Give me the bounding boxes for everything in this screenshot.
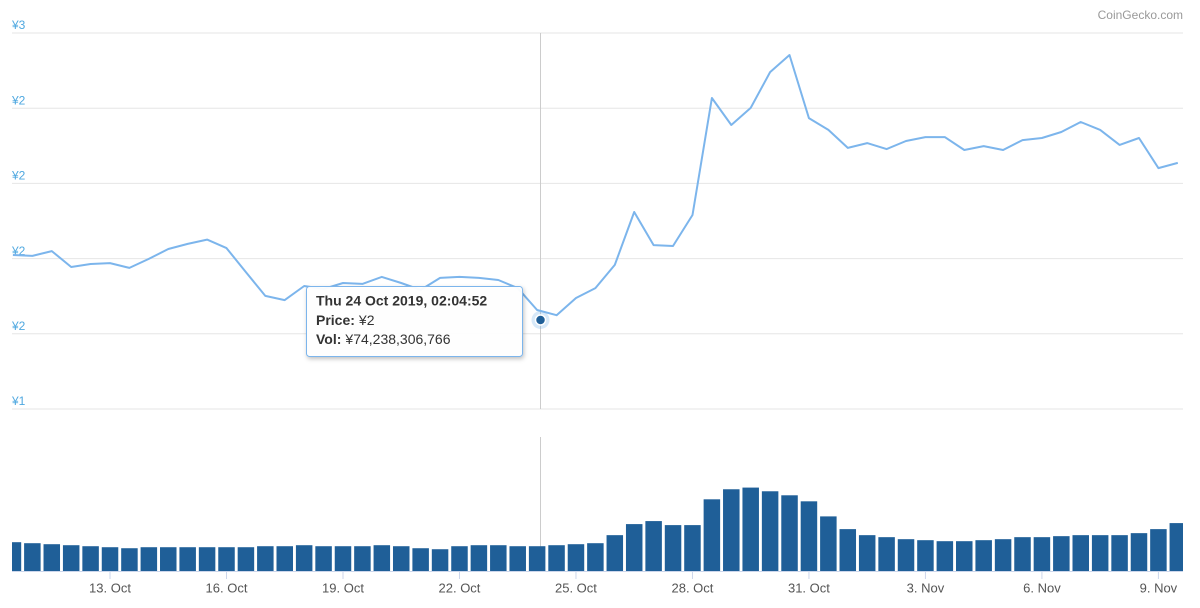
volume-bar — [1169, 523, 1183, 571]
volume-bar — [839, 529, 857, 571]
volume-bar — [703, 499, 721, 571]
volume-bar — [1150, 529, 1167, 571]
volume-bar — [723, 489, 740, 571]
volume-bar — [140, 547, 158, 571]
x-tick-label: 16. Oct — [206, 580, 248, 595]
volume-bar — [975, 540, 992, 571]
x-tick-label: 22. Oct — [439, 580, 481, 595]
volume-bar — [257, 546, 274, 571]
volume-bar — [645, 521, 662, 571]
volume-bar — [295, 545, 313, 571]
y-tick-label: ¥3 — [11, 18, 26, 32]
volume-bar — [412, 548, 429, 571]
volume-bar — [858, 535, 876, 571]
y-tick-label: ¥2 — [11, 169, 26, 183]
y-tick-label: ¥2 — [11, 319, 26, 333]
volume-bar — [431, 549, 449, 571]
volume-bar — [392, 546, 410, 571]
volume-bar — [470, 545, 488, 571]
volume-bar — [528, 546, 546, 571]
x-tick-label: 9. Nov — [1140, 580, 1178, 595]
volume-bar — [742, 487, 759, 571]
volume-bar — [198, 547, 216, 571]
tooltip-vol: Vol: ¥74,238,306,766 — [316, 331, 451, 347]
volume-bar — [587, 543, 604, 571]
volume-bar — [781, 495, 798, 571]
volume-bar — [1033, 537, 1051, 571]
volume-bar — [664, 525, 682, 571]
tooltip-price-label: Price: — [316, 312, 355, 328]
tooltip-title: Thu 24 Oct 2019, 02:04:52 — [316, 293, 487, 309]
x-tick-label: 25. Oct — [555, 580, 597, 595]
volume-bar — [567, 544, 585, 571]
volume-bar — [82, 546, 99, 571]
source-credit: CoinGecko.com — [1098, 8, 1183, 22]
volume-bar — [490, 545, 507, 571]
volume-bar — [315, 546, 332, 571]
hover-point — [534, 314, 547, 326]
volume-bar — [625, 524, 643, 571]
tooltip-price-value: ¥2 — [358, 312, 375, 328]
volume-bar — [121, 548, 138, 571]
volume-bar — [334, 546, 352, 571]
volume-bar — [218, 547, 235, 571]
volume-bar — [994, 539, 1012, 571]
volume-bar — [237, 547, 255, 571]
volume-bar — [62, 545, 80, 571]
y-tick-label: ¥2 — [11, 93, 26, 107]
volume-bar — [101, 547, 119, 571]
volume-bar — [878, 537, 895, 571]
volume-bar — [917, 540, 934, 571]
volume-bar — [1130, 533, 1148, 571]
volume-bar — [1111, 535, 1128, 571]
price-line — [12, 54, 1179, 317]
x-tick-label: 28. Oct — [671, 580, 713, 595]
volume-bar — [684, 525, 701, 571]
volume-bar — [936, 541, 954, 571]
tooltip-vol-label: Vol: — [316, 331, 341, 347]
volume-bar — [1072, 535, 1090, 571]
volume-bar — [1053, 536, 1070, 571]
volume-bar — [820, 516, 837, 571]
x-tick-label: 31. Oct — [788, 580, 830, 595]
volume-bar — [451, 546, 468, 571]
volume-bar — [276, 546, 294, 571]
x-tick-label: 13. Oct — [89, 580, 131, 595]
volume-bar — [509, 546, 526, 571]
volume-bar — [179, 547, 196, 571]
tooltip-box — [306, 286, 523, 357]
volume-bar — [956, 541, 973, 571]
volume-bar — [43, 544, 61, 571]
volume-bar — [1014, 537, 1031, 571]
volume-bar — [373, 545, 391, 571]
volume-bar — [761, 491, 779, 571]
volume-bar — [24, 543, 41, 571]
x-tick-label: 19. Oct — [322, 580, 364, 595]
y-tick-label: ¥1 — [11, 394, 26, 408]
x-tick-label: 3. Nov — [907, 580, 945, 595]
volume-bar — [897, 539, 915, 571]
tooltip-vol-value: ¥74,238,306,766 — [344, 331, 450, 347]
volume-bar — [160, 547, 177, 571]
volume-bar — [606, 535, 624, 571]
volume-bar — [354, 546, 371, 571]
volume-bar — [548, 545, 565, 571]
volume-bar — [800, 501, 818, 571]
tooltip-price: Price: ¥2 — [316, 312, 375, 328]
volume-bar — [12, 542, 22, 571]
x-tick-label: 6. Nov — [1023, 580, 1061, 595]
volume-bar — [1091, 535, 1109, 571]
